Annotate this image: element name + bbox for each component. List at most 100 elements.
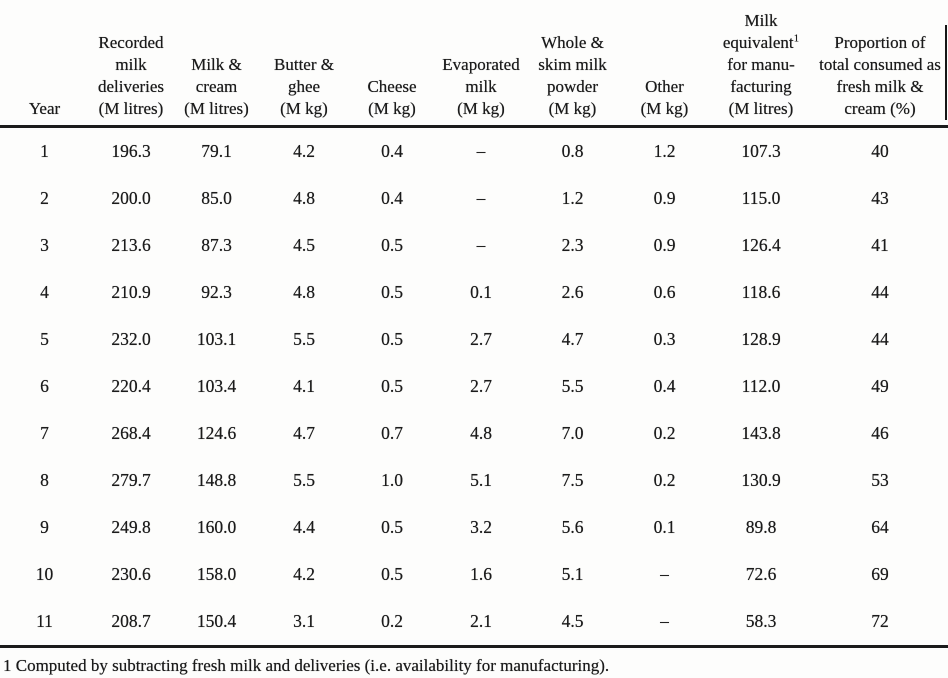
header-line: Milk & [191,55,242,74]
column-header-other: Other (M kg) [619,0,710,128]
cell-recorded-milk-deliveries: 232.0 [111,328,151,349]
cell-year: 10 [35,563,54,584]
cell-milk-equivalent-for-manufacturing: 107.3 [741,140,781,161]
table-footnote: 1 Computed by subtracting fresh milk and… [3,656,948,676]
cell-milk-equivalent-for-manufacturing: 130.9 [741,469,781,490]
cell-year: 11 [0,598,89,648]
cell-evaporated-milk: – [476,234,486,255]
cell-proportion-fresh-milk-cream: 43 [871,187,889,208]
cell-evaporated-milk: 4.8 [470,422,492,443]
cell-whole-and-skim-milk-powder: 5.5 [561,375,584,396]
cell-proportion-fresh-milk-cream: 49 [871,375,889,396]
cell-year: 4 [40,281,49,302]
cell-other: 0.1 [653,516,676,537]
cell-recorded-milk-deliveries: 279.7 [111,469,151,490]
cell-butter-and-ghee: 4.2 [293,140,315,161]
header-line: (M kg) [280,99,328,118]
cell-butter-and-ghee: 4.2 [293,563,315,584]
header-line: Other [645,77,684,96]
cell-butter-and-ghee: 5.5 [293,328,315,349]
cell-milk-and-cream: 150.4 [173,598,260,648]
cell-milk-equivalent-for-manufacturing: 72.6 [745,563,777,584]
table-header: Year Recorded milk deliveries (M litres) Milk… [0,0,948,128]
cell-whole-and-skim-milk-powder: 7.5 [561,469,584,490]
column-header-whole-and-skim-milk-powder: Whole & skim milk powder (M kg) [526,0,619,128]
cell-other: 0.9 [653,187,676,208]
table-row-year-5: 5 232.0 103.1 5.5 0.5 2.7 4.7 0.3 128.9 44 [0,316,948,363]
header-line: facturing [730,77,792,96]
header-line: Evaporated [442,55,520,74]
cell-cheese: 0.5 [381,328,403,349]
cell-proportion-fresh-milk-cream: 46 [871,422,889,443]
header-line: Recorded [98,33,164,52]
header-line-text: equivalent [722,33,794,52]
cell-other: 0.3 [653,328,676,349]
cell-milk-equivalent-for-manufacturing: 58.3 [710,598,812,648]
column-header-milk-and-cream: Milk & cream (M litres) [173,0,260,128]
cell-proportion-fresh-milk-cream: 69 [871,563,889,584]
cell-year: 5 [40,328,49,349]
cell-butter-and-ghee: 4.7 [293,422,315,443]
cell-whole-and-skim-milk-powder: 2.6 [561,281,584,302]
cell-other: 0.2 [653,469,676,490]
header-line: cream (%) [844,99,916,118]
cell-milk-and-cream: 85.0 [201,187,232,208]
cell-milk-and-cream: 160.0 [196,516,237,537]
cell-evaporated-milk: 0.1 [470,281,492,302]
header-line: milk [115,55,147,74]
cell-cheese: 0.5 [381,516,403,537]
cell-butter-and-ghee: 3.1 [260,598,348,648]
cell-year: 1 [40,140,49,161]
cell-recorded-milk-deliveries: 230.6 [111,563,151,584]
cell-recorded-milk-deliveries: 200.0 [111,187,151,208]
table-row-year-7: 7 268.4 124.6 4.7 0.7 4.8 7.0 0.2 143.8 46 [0,410,948,457]
cell-whole-and-skim-milk-powder: 5.1 [561,563,584,584]
cell-butter-and-ghee: 4.1 [293,375,315,396]
cell-proportion-fresh-milk-cream: 72 [812,598,948,648]
cell-whole-and-skim-milk-powder: 4.5 [526,598,619,648]
cell-evaporated-milk: 5.1 [470,469,492,490]
cell-evaporated-milk: 2.7 [470,375,492,396]
table-row-year-8: 8 279.7 148.8 5.5 1.0 5.1 7.5 0.2 130.9 53 [0,457,948,504]
cell-evaporated-milk: 2.7 [470,328,492,349]
header-line: skim milk [538,55,607,74]
table-body: 1 196.3 79.1 4.2 0.4 – 0.8 1.2 107.3 40 2 200.0 85.0… [0,127,948,648]
cell-milk-and-cream: 103.1 [196,328,237,349]
cell-whole-and-skim-milk-powder: 2.3 [561,234,584,255]
column-header-evaporated-milk: Evaporated milk (M kg) [436,0,526,128]
header-line: (M litres) [98,99,164,118]
cell-proportion-fresh-milk-cream: 44 [871,281,889,302]
header-line: ghee [287,77,321,96]
cell-butter-and-ghee: 4.8 [293,187,315,208]
header-line: milk [465,77,497,96]
cell-recorded-milk-deliveries: 208.7 [89,598,173,648]
cell-proportion-fresh-milk-cream: 53 [871,469,889,490]
header-line: Milk [744,11,778,30]
scan-edge-artifact [945,25,947,120]
cell-evaporated-milk: – [476,187,486,208]
cell-year: 7 [40,422,49,443]
cell-milk-and-cream: 124.6 [196,422,237,443]
cell-whole-and-skim-milk-powder: 1.2 [561,187,584,208]
table-row-year-1: 1 196.3 79.1 4.2 0.4 – 0.8 1.2 107.3 40 [0,127,948,176]
cell-recorded-milk-deliveries: 268.4 [111,422,151,443]
table-row-year-4: 4 210.9 92.3 4.8 0.5 0.1 2.6 0.6 118.6 44 [0,269,948,316]
header-line: equivalent1 [710,32,812,54]
cell-milk-equivalent-for-manufacturing: 115.0 [741,187,781,208]
header-line: (M litres) [184,99,249,118]
table-row-year-9: 9 249.8 160.0 4.4 0.5 3.2 5.6 0.1 89.8 64 [0,504,948,551]
cell-other: 1.2 [653,140,676,161]
cell-cheese: 1.0 [381,469,403,490]
cell-evaporated-milk: – [476,140,486,161]
cell-proportion-fresh-milk-cream: 44 [871,328,889,349]
footnote-text: Computed by subtracting fresh milk and d… [15,656,610,675]
cell-milk-and-cream: 87.3 [201,234,232,255]
cell-recorded-milk-deliveries: 213.6 [111,234,151,255]
cell-cheese: 0.5 [381,563,403,584]
cell-milk-and-cream: 158.0 [196,563,237,584]
header-line: for manu- [727,55,795,74]
cell-milk-and-cream: 92.3 [201,281,232,302]
cell-other: – [660,563,669,584]
table-row-year-6: 6 220.4 103.4 4.1 0.5 2.7 5.5 0.4 112.0 49 [0,363,948,410]
cell-milk-equivalent-for-manufacturing: 128.9 [741,328,781,349]
